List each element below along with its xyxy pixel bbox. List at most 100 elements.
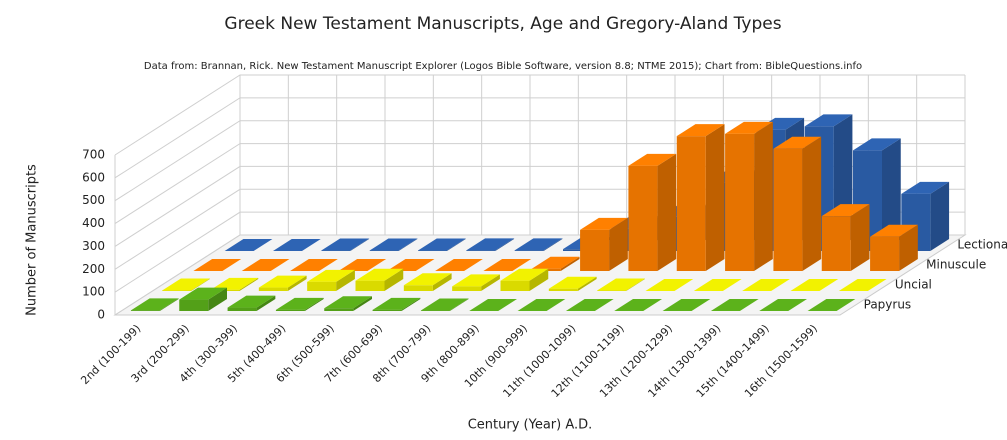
bar-top [565, 299, 614, 311]
bar-top [227, 295, 276, 308]
bar-side [256, 295, 276, 311]
grid-line [114, 74, 965, 156]
bar-side [930, 181, 950, 251]
bar [258, 287, 288, 291]
bar [870, 236, 900, 271]
bar-side [159, 298, 179, 311]
bar-top [210, 277, 259, 290]
bar-top [580, 217, 628, 230]
bar-side [401, 297, 421, 311]
bar-top [162, 278, 210, 291]
bar [355, 280, 385, 291]
bar-side [609, 217, 628, 271]
bar-side [350, 238, 370, 251]
bar-side [882, 138, 901, 251]
bar-side [543, 238, 563, 251]
bar-side [208, 287, 227, 311]
bar-side [336, 269, 355, 291]
bar [500, 280, 530, 291]
bar [563, 249, 592, 251]
x-axis-label: Century (Year) A.D. [468, 418, 593, 433]
bar-top [676, 124, 725, 137]
bar-top [321, 238, 370, 251]
bar-top [821, 204, 870, 217]
bar-side [529, 268, 549, 291]
bar [372, 309, 402, 311]
bar-top [804, 114, 853, 127]
bar-top [790, 279, 839, 291]
grid-line [114, 97, 965, 179]
bar-top [418, 238, 466, 251]
bar-top [403, 273, 452, 286]
legend-label: Uncial [895, 278, 932, 292]
y-axis-label: Number of Manuscripts [25, 164, 40, 316]
bar-side [432, 273, 452, 291]
bar-top [275, 297, 324, 310]
chart-subtitle: Data from: Brannan, Rick. New Testament … [144, 61, 862, 72]
bar [725, 133, 755, 271]
bar [821, 216, 851, 271]
bar-top [710, 299, 759, 311]
chart-title: Greek New Testament Manuscripts, Age and… [224, 14, 781, 34]
bar [466, 250, 496, 251]
bar-top [517, 299, 566, 311]
bar [227, 307, 257, 311]
bar-top [628, 153, 677, 166]
bar-side [481, 274, 500, 291]
bar-top [500, 268, 549, 281]
bar-top [386, 259, 435, 271]
bar-top [452, 274, 500, 287]
bar-top [324, 296, 372, 309]
grid-line [114, 120, 965, 202]
bar-side [384, 268, 404, 291]
bar-top [597, 278, 645, 291]
bar-top [241, 259, 290, 271]
bar-side [304, 297, 324, 311]
bar-top [290, 259, 338, 271]
bar-side [287, 275, 307, 291]
bar-top [338, 259, 387, 271]
bar-side [705, 124, 725, 272]
bar-top [870, 224, 918, 237]
bar-side [495, 238, 515, 251]
y-tick-label: 200 [82, 262, 105, 276]
bar [179, 299, 209, 311]
bar-top [224, 239, 273, 251]
bar-top [179, 287, 227, 300]
bar-top [645, 279, 694, 291]
bar-top [273, 239, 321, 251]
legend-label: Minuscule [926, 258, 986, 272]
bar-top [355, 268, 404, 281]
legend-label: Papyrus [864, 298, 912, 312]
bar-side [850, 204, 870, 271]
bar-top [372, 297, 421, 310]
bar-top [258, 275, 307, 288]
bar-top [483, 259, 532, 271]
bar-top [469, 299, 517, 311]
bar-top [130, 298, 179, 311]
bar-top [514, 238, 563, 251]
bar-side [560, 256, 580, 271]
y-tick-label: 300 [82, 239, 105, 253]
bar-top [420, 298, 469, 311]
bar-side [353, 296, 372, 311]
bar-top [838, 279, 887, 291]
bar-top [466, 238, 515, 251]
bar-side [191, 278, 210, 291]
bar-side [239, 277, 259, 291]
y-tick-label: 700 [82, 148, 105, 162]
bar-top [807, 299, 856, 311]
y-tick-label: 100 [82, 285, 105, 299]
bar [452, 286, 482, 291]
bar-top [369, 238, 418, 251]
bar-top [901, 181, 950, 194]
bar [514, 250, 544, 251]
bar-top [435, 259, 483, 271]
bar-side [398, 238, 418, 251]
bar-side [657, 153, 677, 271]
bar-top [307, 269, 355, 282]
bar [130, 310, 160, 311]
y-tick-label: 0 [97, 308, 105, 322]
y-tick-label: 400 [82, 216, 105, 230]
